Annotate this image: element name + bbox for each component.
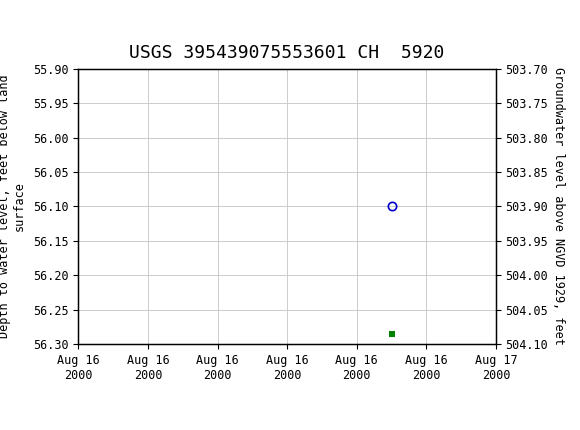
Y-axis label: Depth to water level, feet below land
surface: Depth to water level, feet below land su… — [0, 74, 26, 338]
Text: ≡USGS: ≡USGS — [17, 16, 81, 36]
Title: USGS 395439075553601 CH  5920: USGS 395439075553601 CH 5920 — [129, 44, 445, 61]
Y-axis label: Groundwater level above NGVD 1929, feet: Groundwater level above NGVD 1929, feet — [552, 68, 565, 345]
Legend: Period of approved data: Period of approved data — [184, 426, 390, 430]
